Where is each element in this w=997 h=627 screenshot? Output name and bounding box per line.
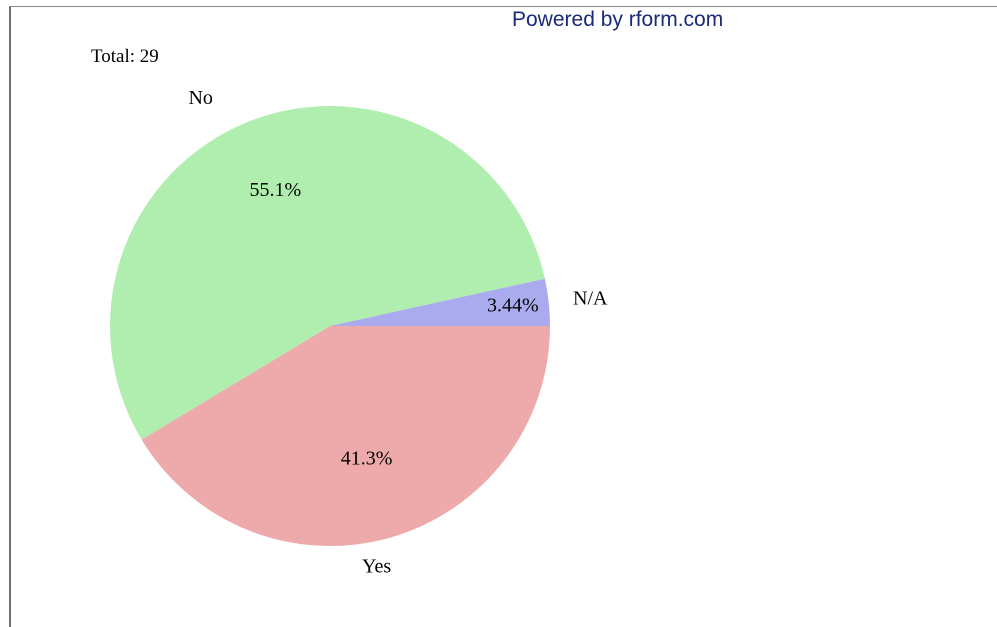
- total-label: Total: 29: [91, 46, 159, 67]
- slice-percent-label: 55.1%: [250, 179, 302, 201]
- slice-name-label: N/A: [573, 288, 608, 310]
- slice-name-label: No: [188, 87, 212, 109]
- powered-by-text[interactable]: Powered by rform.com: [512, 8, 724, 31]
- pie-slice-n-a: [330, 278, 550, 326]
- slice-percent-label: 41.3%: [341, 447, 393, 469]
- pie-slice-no: [109, 105, 545, 440]
- slice-name-label: Yes: [362, 556, 391, 578]
- slice-percent-label: 3.44%: [487, 295, 539, 317]
- pie-slice-yes: [141, 326, 550, 546]
